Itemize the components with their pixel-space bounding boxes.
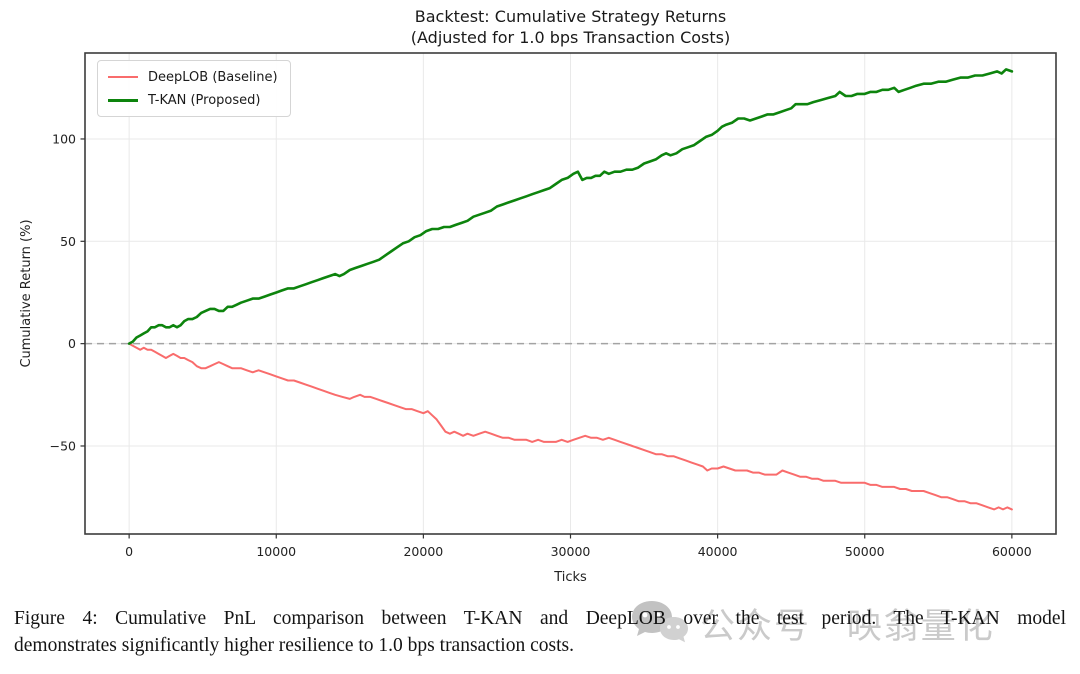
- chart-title-line1: Backtest: Cumulative Strategy Returns: [414, 7, 727, 26]
- figure-caption: Figure 4: Cumulative PnL comparison betw…: [14, 605, 1066, 659]
- x-tick-label: 20000: [403, 544, 443, 559]
- chart-canvas: 0 10000 20000 30000 40000 50000 60000 −50 0 50 100…: [19, 52, 1057, 585]
- x-tick-label: 0: [125, 544, 133, 559]
- y-tick-label: 50: [60, 234, 76, 249]
- deeplob-line-swatch: [108, 76, 138, 78]
- legend-item-tkan: T-KAN (Proposed): [108, 91, 278, 109]
- legend-label-deeplob: DeepLOB (Baseline): [148, 69, 278, 85]
- chart-legend: DeepLOB (Baseline) T-KAN (Proposed): [97, 60, 291, 117]
- y-tick-label: 0: [68, 336, 76, 351]
- chart-figure: Backtest: Cumulative Strategy Returns (A…: [19, 6, 1057, 585]
- tkan-line-swatch: [108, 98, 138, 102]
- y-axis-label: Cumulative Return (%): [19, 219, 34, 367]
- legend-item-deeplob: DeepLOB (Baseline): [108, 68, 278, 86]
- x-axis-label: Ticks: [553, 570, 587, 585]
- series-line-tkan: [127, 68, 1014, 345]
- chart-title: Backtest: Cumulative Strategy Returns (A…: [85, 6, 1056, 48]
- series-line-deeplob: [128, 342, 1013, 511]
- caption-line1: Figure 4: Cumulative PnL comparison betw…: [14, 608, 1066, 629]
- caption-line2: demonstrates significantly higher resili…: [14, 635, 574, 656]
- x-tick-label: 60000: [992, 544, 1032, 559]
- x-tick-label: 50000: [845, 544, 885, 559]
- y-tick-label: −50: [50, 438, 76, 453]
- x-tick-label: 10000: [256, 544, 296, 559]
- chart-title-line2: (Adjusted for 1.0 bps Transaction Costs): [410, 28, 731, 47]
- y-tick-label: 100: [52, 131, 76, 146]
- x-tick-label: 30000: [551, 544, 591, 559]
- legend-label-tkan: T-KAN (Proposed): [148, 92, 261, 108]
- x-tick-label: 40000: [698, 544, 738, 559]
